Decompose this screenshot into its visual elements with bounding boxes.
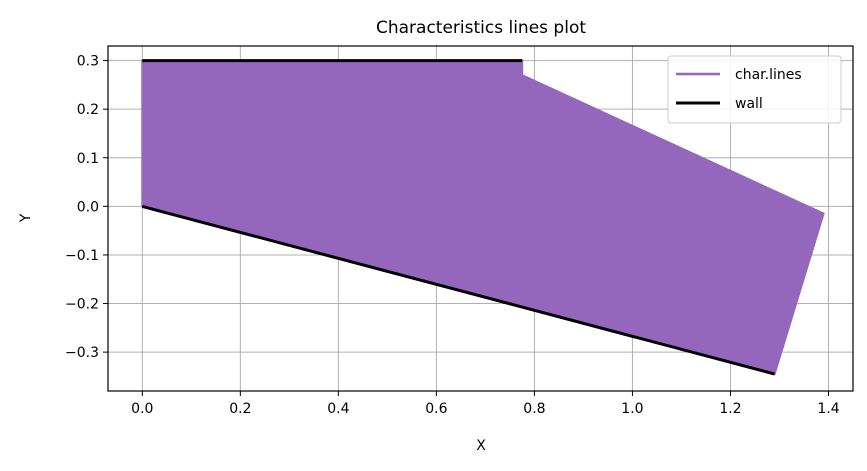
- legend: char.lines wall: [667, 55, 842, 124]
- chart-title: Characteristics lines plot: [376, 18, 586, 38]
- y-tick-label: 0.3: [77, 54, 99, 70]
- x-tick-label: 0.8: [523, 401, 545, 417]
- x-tick-label: 1.2: [719, 401, 741, 417]
- y-tick-label: 0.1: [77, 151, 99, 167]
- y-tick-label: 0.2: [77, 102, 99, 118]
- x-tick-label: 0.0: [131, 401, 153, 417]
- y-ticks: 0.3 0.2 0.1 0.0 −0.1 −0.2 −0.3: [65, 54, 108, 361]
- y-tick-label: 0.0: [77, 199, 99, 215]
- x-ticks: 0.0 0.2 0.4 0.6 0.8 1.0 1.2 1.4: [131, 391, 840, 417]
- series-wall-line: [141, 204, 775, 376]
- x-tick-label: 0.2: [229, 401, 251, 417]
- legend-label-char-lines: char.lines: [735, 67, 802, 83]
- y-tick-label: −0.2: [65, 297, 99, 313]
- x-tick-label: 1.4: [817, 401, 839, 417]
- legend-label-wall: wall: [735, 96, 763, 112]
- x-tick-label: 0.4: [327, 401, 349, 417]
- y-tick-label: −0.1: [65, 248, 99, 264]
- x-tick-label: 1.0: [621, 401, 643, 417]
- plot-marks: [141, 59, 825, 376]
- plot-frame: [107, 45, 854, 392]
- x-axis-label: X: [476, 438, 486, 454]
- y-axis-label: Y: [18, 213, 34, 223]
- x-tick-label: 0.6: [425, 401, 447, 417]
- y-tick-label: −0.3: [65, 345, 99, 361]
